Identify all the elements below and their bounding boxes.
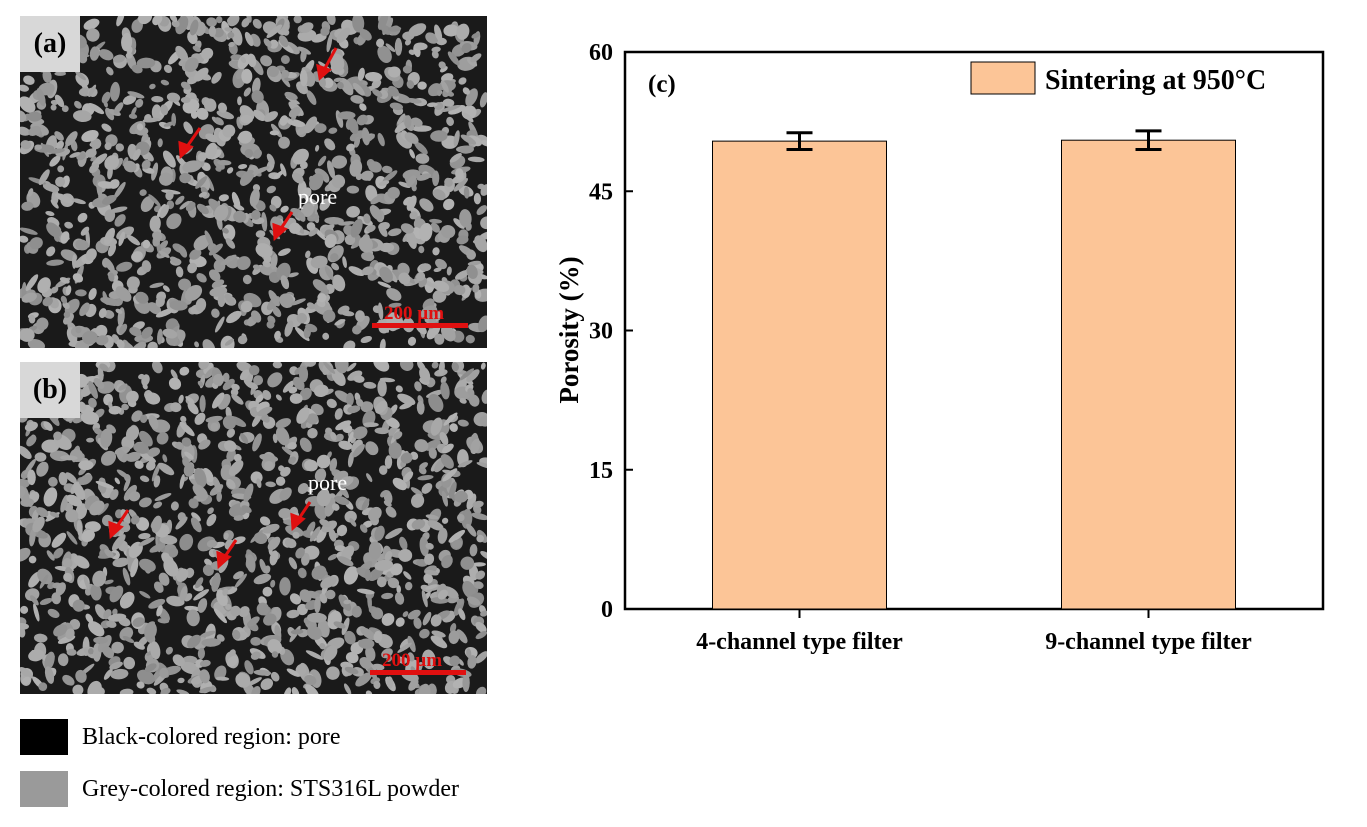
bar-2 [1061, 139, 1236, 610]
scale-bar-b [370, 670, 466, 675]
legend-label-sintering: Sintering at 950°C [1045, 65, 1266, 96]
y-tick-label: 15 [589, 458, 613, 484]
legend-label-powder: Grey-colored region: STS316L powder [82, 775, 460, 802]
error-bar-1 [786, 131, 813, 151]
micrograph-b-texture: pore 200 µm [20, 362, 487, 694]
x-axis: 4-channel type filter 9-channel type filt… [696, 609, 1252, 655]
legend-item-powder: Grey-colored region: STS316L powder [20, 770, 459, 808]
scale-bar-label-a: 200 µm [384, 303, 444, 324]
chart-panel-label: (c) [648, 71, 676, 98]
micrograph-a-texture: pore 200 µm [20, 16, 487, 348]
x-tick-label: 4-channel type filter [696, 629, 903, 655]
panel-label-b: (b) [20, 362, 80, 418]
legend-swatch-pore [20, 719, 68, 755]
pore-label-b: pore [308, 470, 347, 495]
scale-bar-a [372, 323, 468, 328]
legend-label-pore: Black-colored region: pore [82, 723, 341, 750]
y-tick-label: 30 [589, 319, 613, 345]
bars [712, 129, 1236, 610]
pore-label-a: pore [298, 184, 337, 209]
pore-arrows-a [178, 47, 338, 242]
porosity-bar-chart: 0 15 30 45 60 4-channel type filter 9-channel… [554, 40, 1325, 655]
micrograph-b: pore 200 µm (b) [20, 362, 487, 694]
chart-legend: Sintering at 950°C [970, 61, 1266, 96]
legend-item-pore: Black-colored region: pore [20, 718, 341, 756]
y-axis: 0 15 30 45 60 [589, 40, 633, 623]
scale-bar-label-b: 200 µm [382, 650, 442, 671]
y-tick-label: 45 [589, 179, 613, 205]
y-tick-label: 0 [601, 597, 613, 623]
micrograph-a: pore 200 µm (a) [20, 16, 487, 348]
y-axis-label: Porosity (%) [554, 256, 584, 403]
y-tick-label: 60 [589, 40, 613, 66]
panel-label-a: (a) [20, 16, 80, 72]
error-bar-2 [1135, 129, 1162, 151]
legend-swatch-powder [20, 771, 68, 807]
bar-1 [712, 140, 887, 610]
x-tick-label: 9-channel type filter [1045, 629, 1252, 655]
pore-arrows-b [108, 501, 312, 570]
legend-swatch-sintering [970, 61, 1036, 95]
